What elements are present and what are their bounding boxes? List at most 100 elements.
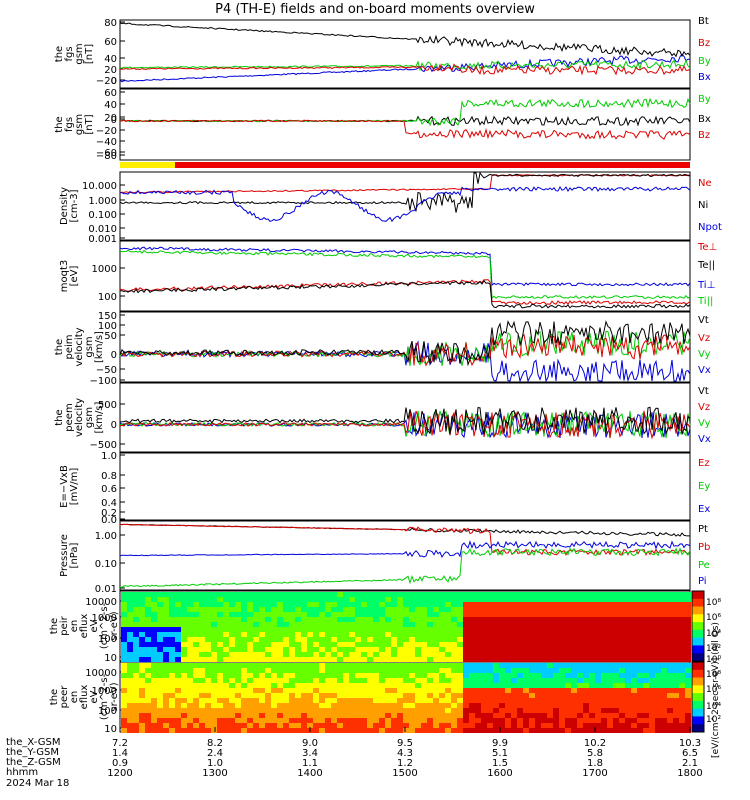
series-line [119, 22, 691, 58]
xtick-x: 9.5 [397, 738, 413, 749]
ytick-label: 1000 [92, 613, 117, 624]
series-line [119, 410, 691, 440]
legend-Pb: Pb [698, 542, 710, 553]
xtick-y: 3.4 [302, 748, 318, 759]
ytick-label: 500 [98, 400, 117, 411]
colorbar-tick: 10⁴ [706, 629, 721, 639]
ytick-label: 0.01 [95, 584, 117, 595]
ytick-label: 0 [111, 420, 117, 431]
legend-Te||: Te|| [697, 260, 715, 271]
legend-Pi: Pi [698, 576, 707, 587]
xtick-y: 5.8 [587, 748, 603, 759]
colorbar-swatch [692, 724, 704, 733]
colorbar-swatch [692, 677, 704, 686]
panel-ylabel: moqt3 [eV] [59, 259, 80, 293]
ytick-label: 10 [104, 724, 117, 735]
ytick-label: 0.010 [88, 224, 117, 235]
xtick-y: 4.3 [397, 748, 413, 759]
ytick-label: 60 [104, 37, 117, 48]
panel-ylabel: the peer en eflux eV (cm^2-s- sr-eV) [49, 673, 120, 721]
ytick-label: −100 [90, 376, 117, 387]
ytick-label: 1.0 [101, 451, 117, 462]
panel-frame [119, 19, 691, 89]
series-line [119, 59, 691, 72]
ytick-label: 0.0 [101, 515, 117, 526]
panel-frame [119, 240, 691, 312]
series-line [119, 185, 691, 223]
series-line [119, 279, 691, 309]
ytick-label: 100 [98, 706, 117, 717]
colorbar-swatch [692, 700, 704, 710]
ephem-label-y: the_Y-GSM [6, 747, 60, 758]
colorbar-swatch [692, 669, 704, 679]
colorbar-swatch [692, 606, 704, 615]
ytick-label: −20 [96, 126, 117, 137]
colorbar-swatch [692, 598, 704, 608]
legend-Ey: Ey [698, 481, 710, 492]
ytick-label: 0.4 [101, 498, 117, 509]
panel-frame [119, 88, 691, 161]
xtick-hhmm: 1400 [297, 768, 322, 779]
series-line [119, 523, 691, 556]
colorbar-swatch [692, 622, 704, 631]
colorbar-tick: 10² [706, 715, 721, 725]
series-line [119, 406, 691, 436]
legend-Pe: Pe [698, 560, 710, 571]
colorbar-swatch [692, 653, 704, 662]
xtick-z: 1.5 [492, 758, 508, 769]
ytick-label: −60 [96, 148, 117, 159]
xtick-x: 10.3 [679, 738, 701, 749]
plot-title: P4 (TH-E) fields and on-board moments ov… [215, 2, 535, 17]
colorbar-tick: 10⁴ [706, 702, 721, 712]
colorbar-swatch [692, 716, 704, 725]
ytick-label: −80 [96, 151, 117, 162]
xtick-x: 8.2 [207, 738, 223, 749]
xtick-z: 1.8 [587, 758, 603, 769]
colorbar-swatch [692, 708, 704, 717]
date-label: 2024 Mar 18 [6, 778, 70, 789]
ytick-label: 20 [104, 113, 117, 124]
xtick-z: 0.9 [112, 758, 128, 769]
xtick-z: 2.1 [682, 758, 698, 769]
xtick-hhmm: 1600 [487, 768, 512, 779]
xtick-hhmm: 1300 [202, 768, 227, 779]
colorbar-tick: 10² [706, 644, 721, 654]
colorbar-swatch [692, 591, 704, 600]
ytick-label: 20 [104, 65, 117, 76]
xtick-z: 1.2 [397, 758, 413, 769]
ytick-label: 100 [98, 321, 117, 332]
legend-By: By [698, 56, 711, 67]
ytick-label: 10.000 [82, 181, 117, 192]
series-line [119, 63, 691, 76]
panel-ylabel: the fgs gsm [nT] [54, 43, 95, 65]
legend-Vx: Vx [698, 365, 711, 376]
legend-Ez: Ez [698, 458, 710, 469]
xtick-hhmm: 1800 [677, 768, 702, 779]
ytick-label: 10 [104, 653, 117, 664]
colorbar-tick: 10⁶ [706, 613, 721, 623]
ytick-label: −500 [90, 440, 117, 451]
ytick-label: 0.100 [88, 210, 117, 221]
colorbar-swatch [692, 685, 704, 694]
ytick-label: 10000 [85, 668, 117, 679]
ytick-label: 40 [104, 54, 117, 65]
ytick-label: −20 [96, 76, 117, 87]
ytick-label: 100 [98, 292, 117, 303]
mode-bar-fast [175, 162, 690, 168]
xtick-hhmm: 1700 [582, 768, 607, 779]
colorbar-tick: 10⁶ [706, 685, 721, 695]
panel-ylabel: Pressure [nPa] [59, 534, 80, 577]
colorbar-swatch [692, 614, 704, 623]
panel-ylabel: the peem velocity gsm [km/s] [54, 397, 105, 438]
xtick-x: 9.0 [302, 738, 318, 749]
xtick-z: 1.0 [207, 758, 223, 769]
panel-frame [119, 452, 691, 521]
legend-Bt: Bt [698, 16, 709, 27]
legend-Ex: Ex [698, 504, 710, 515]
series-line [119, 53, 691, 83]
spectrogram [121, 592, 691, 662]
legend-Te⊥: Te⊥ [697, 242, 717, 253]
colorbar-tick: 10⁸ [706, 598, 721, 608]
xtick-x: 9.9 [492, 738, 508, 749]
